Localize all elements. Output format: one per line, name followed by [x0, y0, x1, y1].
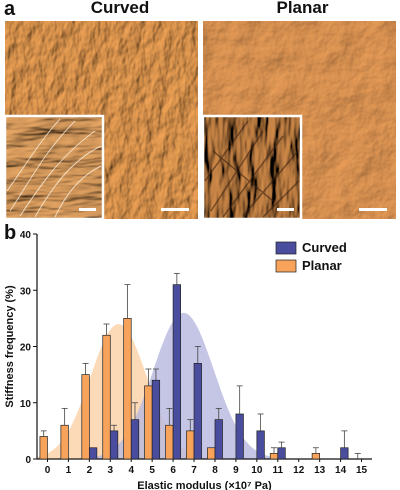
curved-bar	[151, 379, 161, 460]
x-tick-label: 10	[251, 465, 263, 476]
curved-legend-swatch	[275, 241, 297, 255]
x-tick-label: 7	[191, 465, 197, 476]
curved-inset-scale-bar	[79, 208, 96, 211]
curved-bar	[193, 363, 202, 460]
y-tick-label: 0	[25, 455, 31, 466]
planar-bar	[207, 447, 216, 460]
panel-b-letter: b	[4, 222, 17, 244]
curved-bar	[214, 419, 223, 460]
curved-bar	[109, 430, 119, 460]
y-tick-label: 40	[20, 230, 32, 241]
x-tick-label: 13	[314, 465, 326, 476]
curved-bar	[340, 447, 349, 460]
planar-bar	[102, 334, 111, 460]
x-tick-label: 6	[170, 465, 176, 476]
curved-bar	[256, 430, 265, 460]
curved-bar	[235, 413, 244, 460]
curved-scale-bar	[161, 208, 189, 211]
planar-legend-label: Planar	[302, 258, 342, 273]
curved-afm-image	[5, 21, 198, 219]
curved-bar	[130, 419, 140, 460]
planar-bar	[311, 453, 321, 460]
x-axis-label: Elastic modulus (×10⁷ Pa)	[137, 480, 272, 490]
curved-image-title: Curved	[90, 0, 150, 17]
curved-bar	[172, 284, 181, 460]
x-tick-label: 15	[356, 465, 368, 476]
planar-bar	[165, 424, 174, 460]
curved-legend-label: Curved	[302, 240, 347, 255]
planar-bar	[186, 430, 195, 460]
x-tick-label: 9	[233, 465, 239, 476]
curved-bar	[277, 447, 286, 460]
planar-afm-image	[203, 21, 396, 219]
planar-legend-swatch	[275, 259, 297, 273]
planar-bar	[60, 424, 69, 460]
x-tick-label: 8	[212, 465, 218, 476]
y-tick-label: 10	[20, 399, 32, 410]
x-tick-label: 2	[87, 465, 93, 476]
planar-bar	[39, 436, 48, 460]
planar-image-title: Planar	[276, 0, 329, 17]
planar-bar	[144, 385, 153, 460]
planar-inset-scale-bar	[277, 208, 294, 211]
x-tick-label: 12	[293, 465, 305, 476]
planar-distribution-fill	[37, 324, 372, 459]
x-tick-label: 0	[45, 465, 51, 476]
planar-scale-bar	[359, 208, 387, 211]
x-tick-label: 4	[128, 465, 134, 476]
y-tick-label: 30	[20, 286, 32, 297]
panel-a-letter: a	[4, 0, 16, 20]
x-tick-label: 5	[149, 465, 155, 476]
curved-distribution-fill	[37, 312, 372, 459]
planar-bar	[81, 374, 90, 460]
planar-bar	[269, 453, 279, 460]
curved-bar	[88, 447, 98, 460]
planar-bar	[123, 318, 132, 460]
x-tick-label: 11	[272, 465, 283, 476]
y-axis-label: Stiffness frequency (%)	[4, 285, 16, 408]
x-tick-label: 3	[108, 465, 114, 476]
x-tick-label: 14	[335, 465, 347, 476]
x-tick-label: 1	[66, 465, 72, 476]
y-tick-label: 20	[20, 343, 32, 354]
